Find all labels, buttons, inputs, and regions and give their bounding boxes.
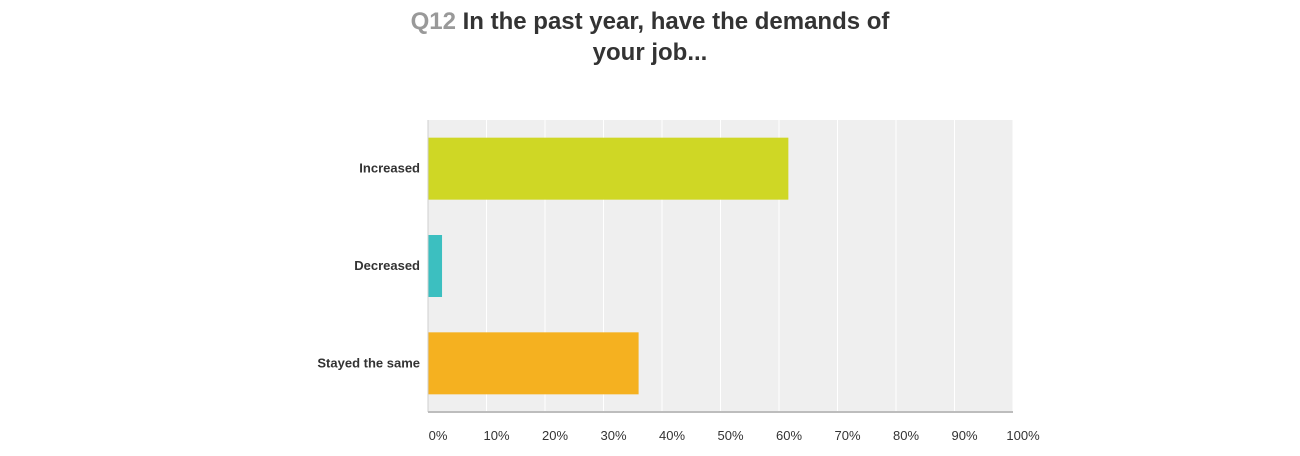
x-tick-label: 80% <box>893 428 919 443</box>
title-line-2: your job... <box>592 39 708 66</box>
bar-decreased <box>428 235 443 297</box>
category-label: Decreased <box>354 258 420 273</box>
x-tick-label: 50% <box>717 428 743 443</box>
x-tick-label: 10% <box>483 428 509 443</box>
category-labels: Increased Decreased Stayed the same <box>317 161 420 371</box>
x-tick-label: 30% <box>600 428 626 443</box>
title-line-1: In the past year, have the demands of <box>462 8 890 35</box>
x-tick-labels: 0% 10% 20% 30% 40% 50% 60% 70% 80% 90% 100% <box>429 428 1040 443</box>
x-tick-label: 60% <box>776 428 802 443</box>
category-label: Increased <box>359 161 420 176</box>
x-tick-label: 20% <box>542 428 568 443</box>
category-label: Stayed the same <box>317 355 420 370</box>
x-tick-label: 70% <box>834 428 860 443</box>
x-tick-label: 40% <box>659 428 685 443</box>
x-tick-label: 100% <box>1006 428 1040 443</box>
chart-title: Q12 In the past year, have the demands o… <box>0 6 1300 68</box>
bar-stayed-the-same <box>428 332 639 395</box>
bars <box>428 137 789 395</box>
question-number: Q12 <box>410 8 456 35</box>
bar-increased <box>428 137 789 200</box>
x-tick-label: 0% <box>429 428 448 443</box>
x-tick-label: 90% <box>951 428 977 443</box>
